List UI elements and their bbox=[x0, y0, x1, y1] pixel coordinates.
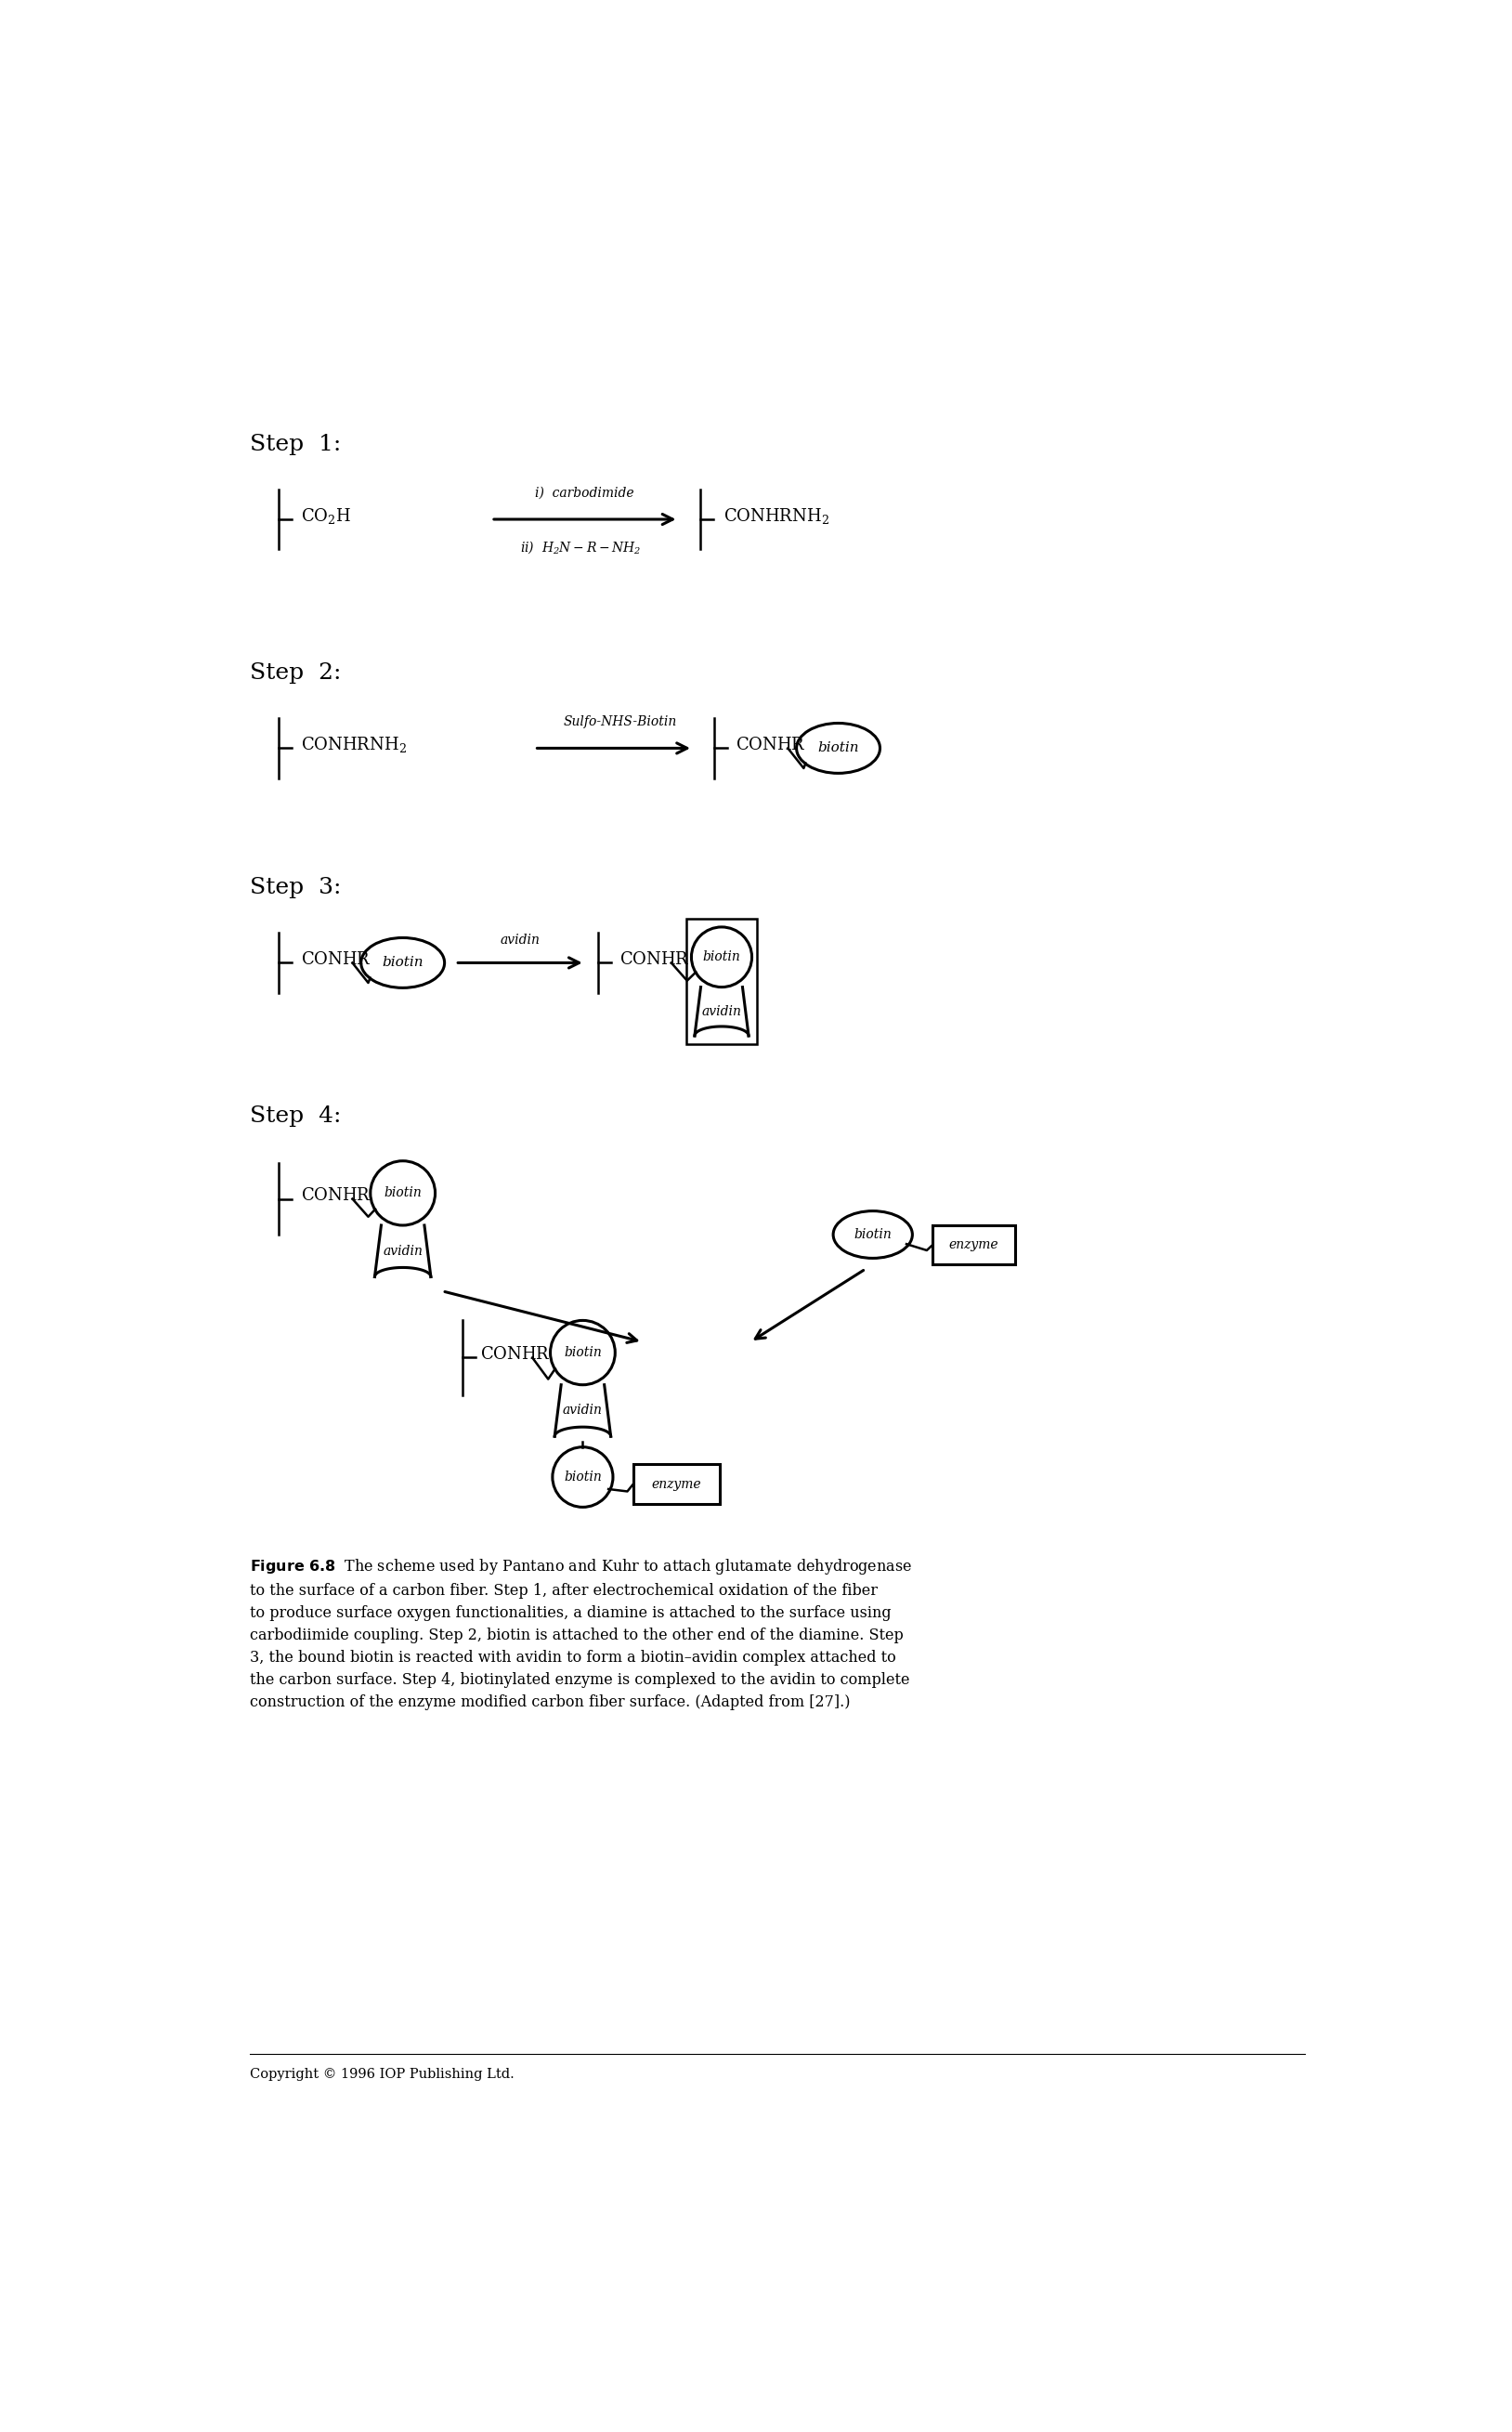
Text: biotin: biotin bbox=[854, 1228, 892, 1240]
Text: $\mathregular{CONHR}$: $\mathregular{CONHR}$ bbox=[481, 1345, 550, 1362]
Text: biotin: biotin bbox=[383, 956, 423, 970]
Text: Step  3:: Step 3: bbox=[249, 878, 342, 897]
Text: i)  carbodimide: i) carbodimide bbox=[535, 486, 634, 499]
Text: ii)  $\mathregular{H_2N-R-NH_2}$: ii) $\mathregular{H_2N-R-NH_2}$ bbox=[520, 540, 641, 557]
Text: biotin: biotin bbox=[564, 1347, 602, 1359]
Text: Step  4:: Step 4: bbox=[249, 1107, 342, 1126]
Text: biotin: biotin bbox=[703, 951, 741, 963]
Text: Sulfo-NHS-Biotin: Sulfo-NHS-Biotin bbox=[564, 715, 677, 727]
Text: $\mathregular{CONHRNH_2}$: $\mathregular{CONHRNH_2}$ bbox=[723, 506, 829, 525]
Text: $\mathregular{CO_2H}$: $\mathregular{CO_2H}$ bbox=[301, 506, 351, 525]
Text: $\mathbf{Figure\ 6.8}$  The scheme used by Pantano and Kuhr to attach glutamate : $\mathbf{Figure\ 6.8}$ The scheme used b… bbox=[249, 1556, 913, 1710]
Text: avidin: avidin bbox=[383, 1245, 423, 1257]
Text: $\mathregular{CONHR}$: $\mathregular{CONHR}$ bbox=[301, 1187, 370, 1204]
Text: $\mathregular{CONHR}$: $\mathregular{CONHR}$ bbox=[736, 737, 806, 754]
Text: enzyme: enzyme bbox=[652, 1479, 702, 1491]
Text: biotin: biotin bbox=[384, 1187, 422, 1199]
Text: avidin: avidin bbox=[500, 934, 540, 946]
Text: avidin: avidin bbox=[702, 1004, 741, 1019]
Text: $\mathregular{CONHRNH_2}$: $\mathregular{CONHRNH_2}$ bbox=[301, 734, 407, 754]
Text: Step  2:: Step 2: bbox=[249, 662, 342, 683]
Text: $\mathregular{CONHR}$: $\mathregular{CONHR}$ bbox=[620, 951, 689, 968]
Text: biotin: biotin bbox=[564, 1471, 602, 1484]
Text: biotin: biotin bbox=[818, 742, 859, 754]
Text: Copyright © 1996 IOP Publishing Ltd.: Copyright © 1996 IOP Publishing Ltd. bbox=[249, 2067, 514, 2082]
Text: avidin: avidin bbox=[562, 1403, 603, 1418]
Text: $\mathregular{CONHR}$: $\mathregular{CONHR}$ bbox=[301, 951, 370, 968]
Text: enzyme: enzyme bbox=[950, 1238, 999, 1252]
Text: Step  1:: Step 1: bbox=[249, 433, 342, 455]
